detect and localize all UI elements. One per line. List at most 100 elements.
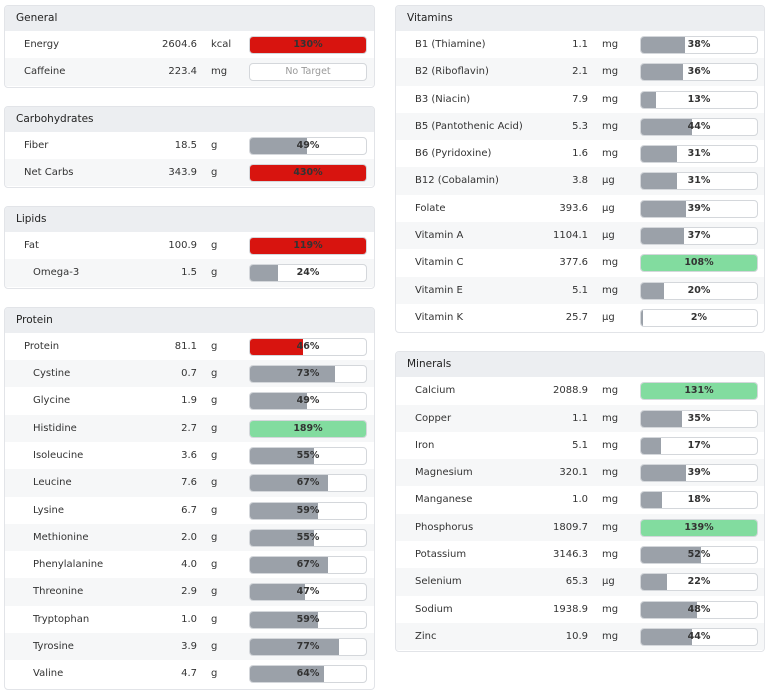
- amount: 2604.6: [162, 39, 197, 50]
- nutrient-row: Isoleucine 3.6 g 55%: [5, 442, 374, 469]
- unit: g: [211, 340, 218, 352]
- nutrient-name: Iron: [415, 439, 435, 451]
- percent-label: 36%: [687, 66, 711, 78]
- progress-fill: [641, 146, 677, 163]
- unit: g: [211, 668, 218, 680]
- column: General Energy 2604.6 kcal 130% Caffeine 223.4…: [4, 5, 375, 690]
- nutrient-name: Fiber: [24, 139, 49, 151]
- column: Vitamins B1 (Thiamine) 1.1 mg 38% B2 (Ribofla…: [395, 5, 765, 653]
- progress-bar: 31%: [640, 145, 758, 164]
- progress-bar: 13%: [640, 90, 758, 109]
- amount: 320.1: [559, 467, 588, 479]
- percent-label: 38%: [687, 39, 711, 50]
- progress-fill: [250, 502, 319, 519]
- progress-fill: [641, 173, 677, 190]
- progress-fill: [250, 265, 278, 282]
- section: Lipids Fat 100.9 g 119% Omega-3 1.5 g 24%: [4, 206, 375, 289]
- percent-label: 17%: [687, 439, 711, 451]
- progress-bar: 38%: [640, 36, 758, 54]
- percent-label: 18%: [687, 494, 711, 506]
- nutrient-name: Manganese: [415, 494, 473, 506]
- nutrient-name: Zinc: [415, 630, 437, 642]
- nutrient-name: Vitamin K: [415, 311, 464, 323]
- percent-label: 13%: [687, 93, 711, 105]
- progress-fill: [641, 255, 757, 272]
- nutrient-row: Histidine 2.7 g 189%: [5, 414, 374, 442]
- nutrient-row: Tryptophan 1.0 g 59%: [5, 606, 374, 633]
- nutrient-row: B2 (Riboflavin) 2.1 mg 36%: [396, 58, 764, 86]
- percent-label: 35%: [687, 412, 711, 424]
- progress-bar: 39%: [640, 199, 758, 218]
- percent-label: 119%: [293, 240, 323, 252]
- amount: 5.1: [572, 284, 588, 296]
- unit: g: [211, 449, 218, 461]
- nutrient-name: Leucine: [33, 477, 72, 489]
- unit: mg: [602, 494, 619, 506]
- progress-bar: 52%: [640, 546, 758, 565]
- section-title: Vitamins: [396, 6, 764, 31]
- unit: µg: [602, 202, 615, 214]
- progress-fill: [641, 410, 682, 427]
- progress-fill: [250, 238, 366, 255]
- nutrient-name: Sodium: [415, 603, 453, 615]
- nutrient-name: Glycine: [33, 395, 71, 407]
- amount: 100.9: [168, 240, 197, 252]
- section: Carbohydrates Fiber 18.5 g 49% Net Carbs 343.9…: [4, 105, 375, 189]
- progress-fill: [641, 228, 684, 245]
- progress-bar: 47%: [249, 583, 367, 602]
- progress-fill: [250, 366, 335, 383]
- progress-fill: [641, 200, 687, 217]
- amount: 393.6: [559, 202, 588, 214]
- amount: 1.6: [572, 148, 588, 160]
- percent-label: 37%: [687, 230, 711, 242]
- nutrient-row: Sodium 1938.9 mg 48%: [396, 596, 764, 623]
- amount: 2.7: [181, 422, 197, 434]
- no-target: No Target: [285, 66, 331, 78]
- unit: mg: [602, 284, 619, 296]
- nutrient-name: Potassium: [415, 549, 467, 561]
- amount: 18.5: [174, 139, 197, 151]
- unit: g: [211, 613, 218, 625]
- nutrient-row: Iron 5.1 mg 17%: [396, 432, 764, 459]
- progress-bar: 24%: [249, 264, 367, 283]
- nutrient-row: Phenylalanine 4.0 g 67%: [5, 551, 374, 578]
- nutrient-name: B12 (Cobalamin): [415, 175, 499, 187]
- unit: g: [211, 395, 218, 407]
- progress-fill: [250, 557, 328, 574]
- progress-bar: 77%: [249, 638, 367, 657]
- nutrient-name: Histidine: [33, 422, 77, 434]
- unit: mg: [602, 603, 619, 615]
- percent-label: 44%: [687, 630, 711, 642]
- progress-bar: 130%: [249, 36, 367, 54]
- amount: 1.9: [181, 395, 197, 407]
- percent-label: 55%: [296, 449, 320, 461]
- nutrient-row: B1 (Thiamine) 1.1 mg 38%: [396, 31, 764, 58]
- percent-label: 67%: [296, 477, 320, 489]
- amount: 1.0: [572, 494, 588, 506]
- nutrient-name: Net Carbs: [24, 166, 74, 178]
- amount: 3.8: [572, 175, 588, 187]
- section-title: General: [5, 6, 374, 31]
- nutrient-name: Vitamin C: [415, 257, 464, 269]
- amount: 1.1: [572, 39, 588, 50]
- amount: 1.1: [572, 412, 588, 424]
- unit: mg: [602, 39, 619, 50]
- unit: mg: [602, 630, 619, 642]
- nutrient-name: B2 (Riboflavin): [415, 66, 489, 78]
- progress-bar: 49%: [249, 392, 367, 411]
- nutrient-row: Vitamin A 1104.1 µg 37%: [396, 222, 764, 250]
- amount: 3.6: [181, 449, 197, 461]
- amount: 1809.7: [553, 521, 588, 533]
- unit: µg: [602, 175, 615, 187]
- percent-label: 46%: [296, 340, 320, 352]
- nutrient-row: Fiber 18.5 g 49%: [5, 132, 374, 159]
- nutrient-name: B5 (Pantothenic Acid): [415, 120, 523, 132]
- unit: g: [211, 166, 218, 178]
- nutrient-row: Calcium 2088.9 mg 131%: [396, 377, 764, 404]
- nutrient-name: Tryptophan: [33, 613, 90, 625]
- nutrient-name: Energy: [24, 39, 60, 50]
- nutrient-name: B3 (Niacin): [415, 93, 471, 105]
- nutrient-row: Magnesium 320.1 mg 39%: [396, 459, 764, 487]
- nutrient-name: Magnesium: [415, 467, 473, 479]
- progress-fill: [250, 529, 314, 546]
